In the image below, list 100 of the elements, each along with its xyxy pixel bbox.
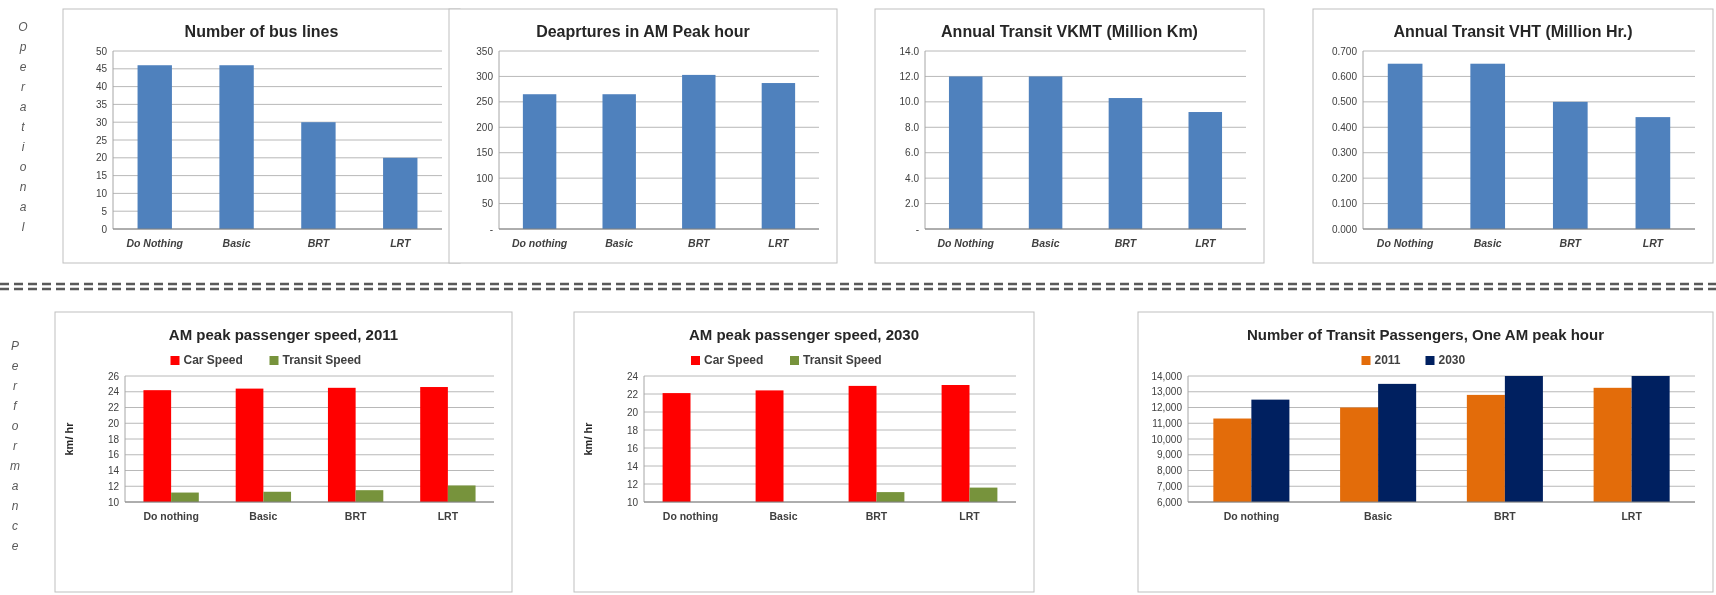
x-tick-label: Do nothing <box>143 510 199 522</box>
x-tick-label: Do Nothing <box>126 237 184 249</box>
y-tick-label: 100 <box>476 172 494 184</box>
y-tick-label: 20 <box>626 406 639 418</box>
bar <box>1387 63 1423 229</box>
x-tick-label: Basic <box>249 510 278 522</box>
y-tick-label: 24 <box>626 370 639 382</box>
bar <box>383 157 418 229</box>
chart-title: Number of bus lines <box>184 23 339 40</box>
y-tick-label: 22 <box>107 402 120 413</box>
x-tick-label: LRT <box>1195 237 1217 249</box>
legend-label: Transit Speed <box>803 353 882 367</box>
bar <box>219 65 254 229</box>
x-tick-label: LRT <box>1642 237 1665 249</box>
x-tick-label: Basic <box>769 510 798 522</box>
x-tick-label: BRT <box>688 237 712 249</box>
y-tick-label: 200 <box>476 121 494 133</box>
y-tick-label: 14 <box>107 465 120 476</box>
x-tick-label: BRT <box>344 510 367 522</box>
y-tick-label: 25 <box>95 134 108 146</box>
y-tick-label: 13,000 <box>1151 386 1183 398</box>
y-tick-label: 0.100 <box>1331 198 1358 210</box>
x-tick-label: LRT <box>768 237 791 249</box>
y-tick-label: 26 <box>107 370 120 382</box>
y-tick-label: 10 <box>95 187 108 199</box>
y-tick-label: 8,000 <box>1156 465 1183 476</box>
bar <box>1108 98 1143 229</box>
y-tick-label: 15 <box>95 170 108 182</box>
chart-title: Annual Transit VHT (Million Hr.) <box>1393 23 1633 40</box>
legend-label: 2011 <box>1374 353 1401 367</box>
y-tick-label: 40 <box>95 81 108 93</box>
x-tick-label: Do Nothing <box>1376 237 1434 249</box>
x-tick-label: Basic <box>1473 237 1502 249</box>
y-tick-label: 9,000 <box>1156 449 1183 461</box>
y-tick-label: - <box>489 223 493 235</box>
y-tick-label: 14.0 <box>899 45 920 57</box>
legend-label: Car Speed <box>704 353 764 367</box>
x-tick-label: BRT <box>1114 237 1138 249</box>
y-tick-label: 12.0 <box>899 70 920 82</box>
x-tick-label: Do nothing <box>662 510 719 522</box>
legend-label: 2030 <box>1438 353 1466 367</box>
y-tick-label: 250 <box>476 96 494 108</box>
y-tick-label: 20 <box>95 152 108 164</box>
y-axis-title: km/ hr <box>63 421 75 456</box>
y-tick-label: 11,000 <box>1152 417 1183 429</box>
bar <box>948 76 983 229</box>
bar <box>137 65 172 229</box>
x-tick-label: LRT <box>437 510 459 522</box>
x-tick-label: Basic <box>222 237 251 249</box>
y-tick-label: 16 <box>107 449 120 461</box>
x-tick-label: LRT <box>959 510 981 522</box>
chart-title: AM peak passenger speed, 2011 <box>168 326 399 343</box>
y-tick-label: 5 <box>101 205 108 217</box>
legend-label: Car Speed <box>183 353 243 367</box>
y-axis-title: km/ hr <box>582 421 594 456</box>
y-tick-label: 24 <box>107 386 120 398</box>
y-tick-label: 50 <box>481 198 494 210</box>
x-tick-label: BRT <box>1494 510 1517 522</box>
y-tick-label: 10 <box>107 496 120 508</box>
y-tick-label: 14 <box>626 460 639 472</box>
y-tick-label: 0 <box>101 223 108 235</box>
chart-title: AM peak passenger speed, 2030 <box>688 326 920 343</box>
y-tick-label: 300 <box>476 70 494 82</box>
y-tick-label: - <box>915 223 919 235</box>
y-tick-label: 22 <box>626 388 639 400</box>
y-tick-label: 50 <box>95 45 108 57</box>
y-tick-label: 7,000 <box>1156 480 1183 492</box>
y-tick-label: 45 <box>95 63 108 75</box>
chart-title: Annual Transit VKMT (Million Km) <box>941 23 1198 40</box>
x-tick-label: Basic <box>605 237 634 249</box>
y-tick-label: 0.200 <box>1331 172 1358 184</box>
y-tick-label: 10 <box>626 496 639 508</box>
x-tick-label: LRT <box>390 237 412 249</box>
text: Operational <box>18 20 28 234</box>
x-tick-label: BRT <box>865 510 888 522</box>
y-tick-label: 14,000 <box>1151 370 1183 382</box>
legend-label: Transit Speed <box>282 353 362 367</box>
x-tick-label: Do Nothing <box>937 237 995 249</box>
y-tick-label: 6,000 <box>1156 496 1183 508</box>
y-tick-label: 35 <box>95 98 108 110</box>
y-tick-label: 20 <box>107 417 120 429</box>
y-tick-label: 8.0 <box>905 121 920 133</box>
y-tick-label: 150 <box>476 147 494 159</box>
y-tick-label: 0.500 <box>1331 96 1358 108</box>
x-tick-label: Do nothing <box>511 237 568 249</box>
y-tick-label: 12 <box>626 478 639 490</box>
y-tick-label: 30 <box>95 116 108 128</box>
chart-title: Deaprtures in AM Peak hour <box>536 23 750 40</box>
y-tick-label: 350 <box>476 45 494 57</box>
x-tick-label: Basic <box>1031 237 1060 249</box>
y-tick-label: 10,000 <box>1151 433 1183 445</box>
y-tick-label: 10.0 <box>899 96 920 108</box>
bar <box>1028 76 1063 229</box>
y-tick-label: 12 <box>107 480 120 492</box>
x-tick-label: BRT <box>307 237 331 249</box>
y-tick-label: 0.300 <box>1331 147 1358 159</box>
y-tick-label: 0.700 <box>1331 45 1358 57</box>
y-tick-label: 18 <box>626 424 639 436</box>
bar <box>1188 112 1223 229</box>
x-tick-label: Do nothing <box>1223 510 1280 522</box>
